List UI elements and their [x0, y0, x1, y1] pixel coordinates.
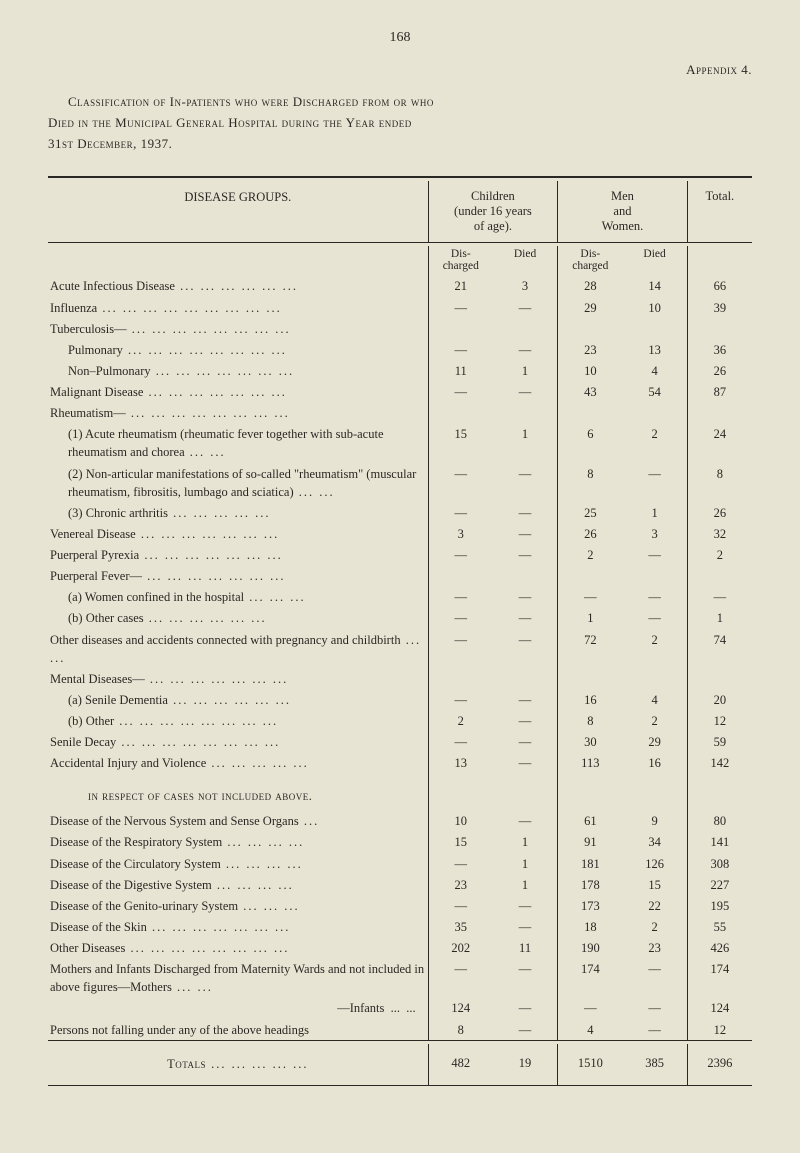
table-row: (a) Senile Dementia ... ... ... ... ... …: [48, 689, 752, 710]
table-row: Rheumatism— ... ... ... ... ... ... ... …: [48, 403, 752, 424]
section-header: in respect of cases not included above.: [48, 774, 428, 811]
table-row: Acute Infectious Disease ... ... ... ...…: [48, 276, 752, 297]
subcol-died-2: Died: [622, 246, 687, 276]
col-men-women: MenandWomen.: [558, 181, 688, 243]
col-disease-groups: DISEASE GROUPS.: [48, 181, 428, 243]
table-row: Accidental Injury and Violence ... ... .…: [48, 753, 752, 774]
subcol-died-1: Died: [493, 246, 558, 276]
table-row: Other Diseases ... ... ... ... ... ... .…: [48, 938, 752, 959]
subcol-discharged-2: Dis-charged: [558, 246, 623, 276]
table-row: (b) Other ... ... ... ... ... ... ... ..…: [48, 711, 752, 732]
page-number: 168: [48, 30, 752, 46]
table-row: Malignant Disease ... ... ... ... ... ..…: [48, 382, 752, 403]
table-row: Puerperal Fever— ... ... ... ... ... ...…: [48, 566, 752, 587]
col-children: Children(under 16 yearsof age).: [428, 181, 558, 243]
table-row: Other diseases and accidents connected w…: [48, 629, 752, 668]
table-row: Disease of the Genito-urinary System ...…: [48, 895, 752, 916]
table-row: Mothers and Infants Discharged from Mate…: [48, 959, 752, 998]
table-row: Tuberculosis— ... ... ... ... ... ... ..…: [48, 318, 752, 339]
table-row: Puerperal Pyrexia ... ... ... ... ... ..…: [48, 545, 752, 566]
table-row: (1) Acute rheumatism (rheumatic fever to…: [48, 424, 752, 463]
table-row: (b) Other cases ... ... ... ... ... ... …: [48, 608, 752, 629]
table-row: Persons not falling under any of the abo…: [48, 1019, 752, 1041]
table-row: (3) Chronic arthritis ... ... ... ... ..…: [48, 502, 752, 523]
table-row: Disease of the Circulatory System ... ..…: [48, 853, 752, 874]
table-row: Disease of the Nervous System and Sense …: [48, 811, 752, 832]
statistics-table: DISEASE GROUPS. Children(under 16 yearso…: [48, 176, 752, 1089]
table-row: Disease of the Skin ... ... ... ... ... …: [48, 916, 752, 937]
table-row: Influenza ... ... ... ... ... ... ... ..…: [48, 297, 752, 318]
table-row: Non–Pulmonary ... ... ... ... ... ... ..…: [48, 360, 752, 381]
appendix-label: Appendix 4.: [48, 62, 752, 78]
table-row: Senile Decay ... ... ... ... ... ... ...…: [48, 732, 752, 753]
totals-row: Totals ... ... ... ... ... 482 19 1510 3…: [48, 1044, 752, 1085]
table-row: —Infants ... ... 124 — — — 124: [48, 998, 752, 1019]
table-row: (a) Women confined in the hospital ... .…: [48, 587, 752, 608]
table-row: Mental Diseases— ... ... ... ... ... ...…: [48, 668, 752, 689]
table-row: Venereal Disease ... ... ... ... ... ...…: [48, 523, 752, 544]
table-row: Disease of the Respiratory System ... ..…: [48, 832, 752, 853]
table-row: (2) Non-articular manifestations of so-c…: [48, 463, 752, 502]
table-row: Disease of the Digestive System ... ... …: [48, 874, 752, 895]
subcol-discharged-1: Dis-charged: [428, 246, 493, 276]
col-total: Total.: [687, 181, 752, 243]
table-row: Pulmonary ... ... ... ... ... ... ... ..…: [48, 339, 752, 360]
page-title: Classification of In-patients who were D…: [48, 92, 752, 154]
